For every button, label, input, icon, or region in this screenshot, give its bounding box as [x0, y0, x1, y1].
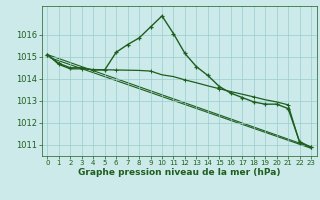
X-axis label: Graphe pression niveau de la mer (hPa): Graphe pression niveau de la mer (hPa)	[78, 168, 280, 177]
